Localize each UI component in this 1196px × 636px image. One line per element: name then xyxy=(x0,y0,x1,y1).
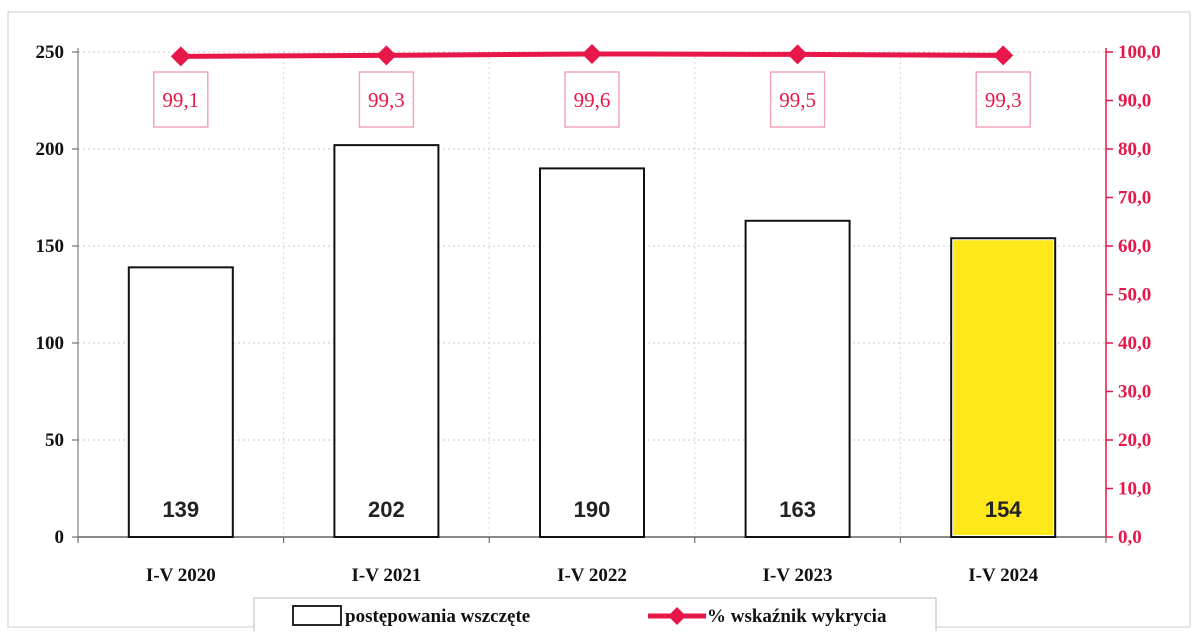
rate-marker xyxy=(170,46,191,67)
rate-marker xyxy=(993,45,1014,66)
x-tick-label: I-V 2022 xyxy=(557,565,627,586)
rate-label-box xyxy=(153,71,209,128)
rate-marker xyxy=(787,44,808,65)
bar-value-label: 190 xyxy=(574,497,611,522)
legend: postępowania wszczęte % wskaźnik wykrycia xyxy=(253,597,937,636)
rate-value-label: 99,3 xyxy=(985,88,1022,112)
bar xyxy=(333,144,440,538)
right-tick-label: 100,0 xyxy=(1118,42,1161,63)
right-tick-label: 80,0 xyxy=(1118,139,1151,160)
bar-value-label: 202 xyxy=(368,497,405,522)
x-tick-label: I-V 2021 xyxy=(351,565,421,586)
rate-line: 99,1 99,3 99,6 99,5 99,3 xyxy=(153,43,1031,128)
legend-swatch-bars xyxy=(292,605,342,626)
rate-label-box xyxy=(769,71,826,128)
rate-label-box xyxy=(564,71,620,128)
rate-marker xyxy=(376,45,397,66)
right-tick-label: 20,0 xyxy=(1118,430,1151,451)
axes: 0 50 100 150 200 250 0,0 10,0 20,0 30,0 40,0 50,0 60… xyxy=(36,42,1161,586)
right-tick-label: 70,0 xyxy=(1118,188,1151,209)
left-tick-label: 100 xyxy=(36,333,65,354)
x-tick-label: I-V 2023 xyxy=(763,565,833,586)
x-tick-label: I-V 2024 xyxy=(968,565,1038,586)
rate-label-box xyxy=(358,71,415,128)
rate-marker xyxy=(582,43,602,64)
bars: 139 202 190 163 154 xyxy=(127,144,1057,539)
legend-label-bars: postępowania wszczęte xyxy=(345,606,530,627)
right-tick-label: 40,0 xyxy=(1118,333,1151,354)
bar xyxy=(539,167,645,538)
bar-value-label: 163 xyxy=(779,497,816,522)
right-tick-label: 60,0 xyxy=(1118,236,1151,257)
rate-value-label: 99,1 xyxy=(162,88,199,112)
right-tick-label: 10,0 xyxy=(1118,479,1151,500)
bar xyxy=(744,219,851,538)
grid xyxy=(78,51,1106,537)
right-tick-label: 0,0 xyxy=(1118,527,1142,548)
left-tick-label: 0 xyxy=(55,527,65,548)
legend-swatch-marker xyxy=(668,607,686,625)
right-tick-label: 50,0 xyxy=(1118,285,1151,306)
legend-box xyxy=(253,597,937,636)
left-tick-label: 250 xyxy=(36,42,65,63)
right-tick-label: 30,0 xyxy=(1118,382,1151,403)
right-tick-label: 90,0 xyxy=(1118,91,1151,112)
bar-highlight xyxy=(953,240,1054,536)
x-tick-label: I-V 2020 xyxy=(146,565,216,586)
rate-value-label: 99,5 xyxy=(779,88,816,112)
rate-label-box xyxy=(975,71,1031,128)
legend-label-line: % wskaźnik wykrycia xyxy=(707,606,887,627)
rate-value-label: 99,6 xyxy=(574,88,611,112)
left-tick-label: 50 xyxy=(45,430,64,451)
bar xyxy=(127,266,234,538)
rate-value-label: 99,3 xyxy=(368,88,405,112)
bar-value-label: 154 xyxy=(985,497,1022,522)
left-tick-label: 200 xyxy=(36,139,65,160)
left-tick-label: 150 xyxy=(36,236,65,257)
bar-value-label: 139 xyxy=(162,497,199,522)
